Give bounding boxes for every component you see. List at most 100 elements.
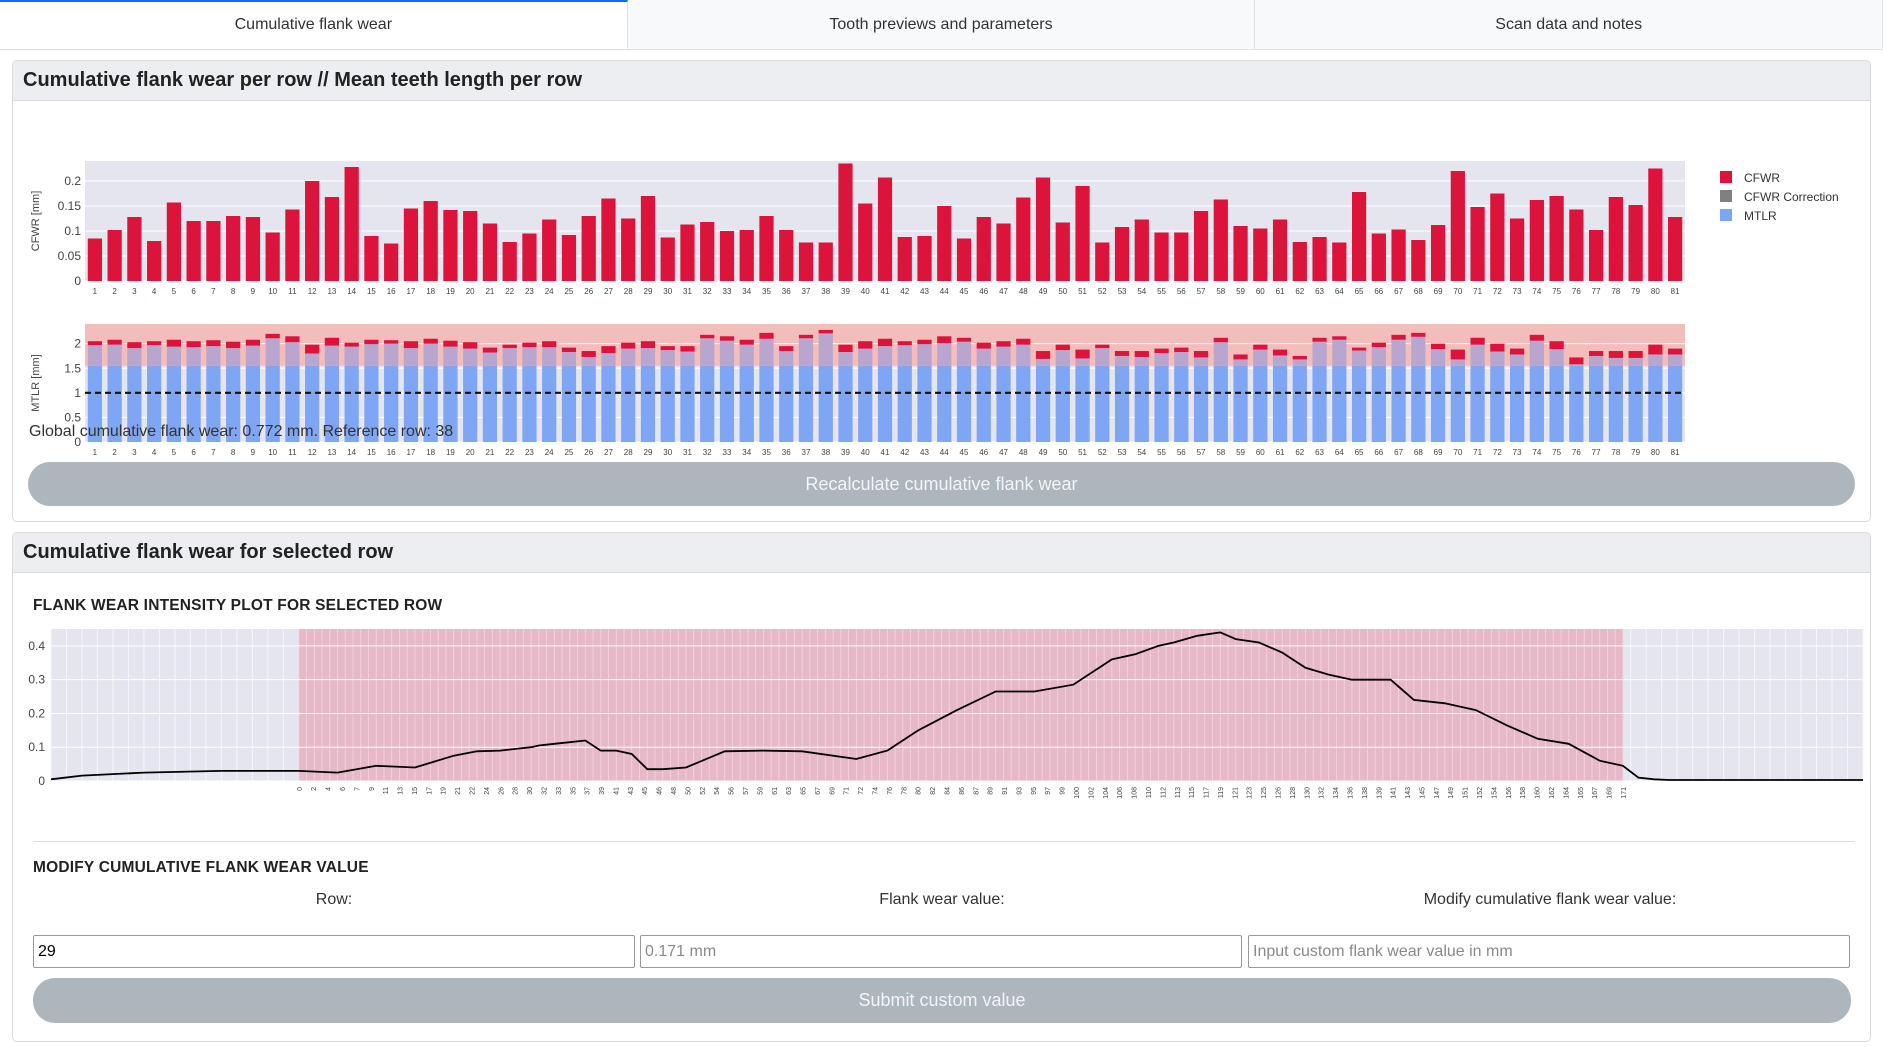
row-input[interactable] (33, 935, 635, 968)
cfwr-bar (897, 237, 912, 281)
mtlr-bar (305, 365, 320, 442)
mtlr-cfwr-bar (621, 342, 636, 349)
mtlr-bar (1450, 365, 1465, 442)
intensity-x-tick-label: 76 (887, 787, 894, 795)
cfwr-bar (166, 202, 181, 281)
mtlr-x-tick-label: 43 (920, 448, 929, 457)
cfwr-x-tick-label: 67 (1394, 287, 1403, 296)
mtlr-bar-upper (621, 348, 636, 366)
mtlr-cfwr-bar (1154, 348, 1169, 354)
recalculate-button[interactable]: Recalculate cumulative flank wear (28, 462, 1855, 506)
intensity-x-tick-label: 69 (829, 787, 836, 795)
mtlr-cfwr-bar (1272, 349, 1288, 356)
mtlr-x-tick-label: 20 (466, 448, 475, 457)
intensity-x-tick-label: 32 (541, 787, 548, 795)
submit-custom-value-button[interactable]: Submit custom value (33, 978, 1851, 1023)
mtlr-cfwr-bar (226, 341, 241, 349)
cfwr-x-tick-label: 41 (881, 287, 890, 296)
intensity-x-tick-label: 119 (1218, 787, 1225, 798)
mtlr-bar-upper (463, 348, 478, 366)
cfwr-bar (206, 221, 221, 281)
mtlr-bar (640, 365, 656, 442)
cfwr-x-tick-label: 81 (1671, 287, 1680, 296)
tab-scan-data[interactable]: Scan data and notes (1255, 0, 1883, 49)
intensity-x-tick-label: 156 (1506, 787, 1513, 799)
cfwr-x-tick-label: 31 (683, 287, 692, 296)
mtlr-bar (897, 365, 912, 442)
mtlr-cfwr-bar (1450, 349, 1465, 360)
mtlr-cfwr-bar (818, 329, 833, 334)
mtlr-bar (226, 365, 241, 442)
mtlr-cfwr-bar (1016, 338, 1031, 345)
intensity-x-tick-label: 86 (959, 787, 966, 795)
cfwr-x-tick-label: 79 (1631, 287, 1640, 296)
mtlr-bar (700, 365, 715, 442)
cfwr-x-tick-label: 62 (1295, 287, 1304, 296)
intensity-x-tick-label: 72 (858, 787, 865, 795)
mtlr-cfwr-bar (838, 344, 853, 353)
intensity-x-tick-label: 52 (700, 787, 707, 795)
cfwr-x-tick-label: 22 (505, 287, 514, 296)
intensity-x-tick-label: 35 (570, 787, 577, 795)
mtlr-x-tick-label: 2 (112, 448, 117, 457)
tab-tooth-previews[interactable]: Tooth previews and parameters (627, 0, 1256, 49)
intensity-x-tick-label: 162 (1549, 787, 1556, 799)
mtlr-bar-upper (127, 348, 142, 366)
mtlr-bar-upper (305, 353, 320, 366)
mtlr-cfwr-bar (166, 339, 181, 347)
mtlr-bar (1213, 365, 1228, 442)
cfwr-bar (1490, 193, 1505, 281)
mtlr-bar (1272, 365, 1288, 442)
mtlr-bar-upper (364, 344, 379, 366)
cfwr-bar (1055, 222, 1070, 281)
intensity-x-tick-label: 21 (455, 787, 462, 795)
card-selected-row: Cumulative flank wear for selected row F… (12, 532, 1871, 1042)
mtlr-x-tick-label: 31 (683, 448, 692, 457)
cfwr-x-tick-label: 6 (191, 287, 196, 296)
cfwr-bar (1529, 200, 1544, 281)
mtlr-bar-upper (443, 346, 458, 366)
mtlr-cfwr-bar (996, 341, 1011, 347)
mtlr-cfwr-bar (798, 334, 814, 339)
mtlr-bar (739, 365, 754, 442)
tab-cumulative-flank-wear[interactable]: Cumulative flank wear (0, 0, 628, 49)
cfwr-bar (1253, 228, 1268, 281)
mtlr-x-tick-label: 28 (624, 448, 633, 457)
mtlr-x-tick-label: 75 (1552, 448, 1561, 457)
cfwr-x-tick-label: 45 (960, 287, 969, 296)
cfwr-bar (186, 221, 201, 281)
mtlr-bar (344, 365, 359, 442)
mtlr-bar (1490, 365, 1505, 442)
cfwr-x-tick-label: 37 (802, 287, 811, 296)
cfwr-bar (87, 238, 102, 281)
mtlr-bar (1608, 365, 1623, 442)
mtlr-bar-upper (877, 346, 893, 366)
mtlr-bar (463, 365, 478, 442)
mtlr-x-tick-label: 52 (1098, 448, 1107, 457)
mtlr-cfwr-bar (779, 346, 794, 352)
cfwr-bar (324, 197, 340, 281)
intensity-x-tick-label: 46 (657, 787, 664, 795)
mtlr-x-tick-label: 13 (327, 448, 336, 457)
mtlr-cfwr-bar (1608, 351, 1623, 358)
mtlr-cfwr-bar (206, 340, 221, 347)
mtlr-cfwr-bar (127, 342, 142, 349)
cfwr-x-tick-label: 18 (426, 287, 435, 296)
legend-label-0: CFWR (1744, 171, 1780, 185)
mtlr-x-tick-label: 50 (1058, 448, 1067, 457)
custom-flank-wear-input[interactable] (1248, 935, 1850, 968)
intensity-x-tick-label: 54 (714, 787, 721, 795)
global-cfw-status: Global cumulative flank wear: 0.772 mm. … (29, 423, 454, 440)
mtlr-bar-upper (522, 347, 537, 366)
row-label: Row: (315, 891, 353, 908)
mtlr-bar (206, 365, 221, 442)
cfwr-bar (621, 218, 636, 281)
cfwr-bar (937, 206, 952, 281)
mtlr-bar-upper (1430, 349, 1446, 366)
mtlr-bar-upper (581, 356, 596, 366)
mtlr-bar-upper (324, 345, 340, 366)
mtlr-x-tick-label: 17 (406, 448, 415, 457)
mtlr-bar-upper (937, 343, 952, 366)
cfwr-x-tick-label: 9 (251, 287, 256, 296)
intensity-x-tick-label: 48 (671, 787, 678, 795)
